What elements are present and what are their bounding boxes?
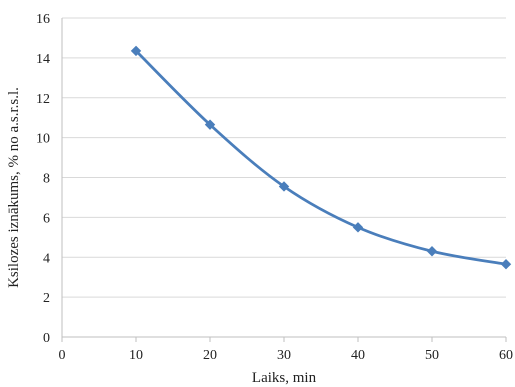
data-point-marker: [278, 181, 290, 192]
x-tick-label: 0: [59, 348, 66, 363]
y-tick-label: 2: [43, 291, 50, 306]
y-tick-label: 6: [43, 211, 50, 226]
y-tick-label: 16: [36, 12, 50, 27]
y-tick-label: 0: [43, 331, 50, 346]
data-point-marker: [130, 45, 142, 57]
axes: [61, 18, 507, 342]
y-tick-label: 14: [36, 52, 50, 67]
data-point-marker: [352, 222, 364, 233]
x-tick-label: 10: [129, 348, 143, 363]
series-line: [134, 49, 508, 266]
y-tick-label: 8: [43, 172, 50, 187]
y-axis-title: Ksilozes iznākums, % no a.s.r.s.l.: [6, 87, 22, 288]
y-tick-label: 10: [36, 132, 50, 147]
x-tick-label: 20: [203, 348, 217, 363]
y-tick-label: 12: [36, 92, 50, 107]
x-tick-label: 40: [351, 348, 365, 363]
x-tick-label: 60: [499, 348, 513, 363]
x-tick-labels: 0 10 20 30 40 50 60: [59, 348, 514, 363]
x-axis-title: Laiks, min: [252, 370, 317, 386]
data-series: [130, 45, 512, 270]
data-point-marker: [204, 119, 216, 130]
grid-lines: [62, 17, 506, 298]
x-tick-label: 30: [277, 348, 291, 363]
data-point-marker: [426, 246, 438, 257]
y-tick-label: 4: [43, 251, 50, 266]
x-tick-label: 50: [425, 348, 439, 363]
data-point-marker: [500, 259, 512, 270]
y-tick-labels: 0 2 4 6 8 10 12 14 16: [36, 12, 50, 346]
